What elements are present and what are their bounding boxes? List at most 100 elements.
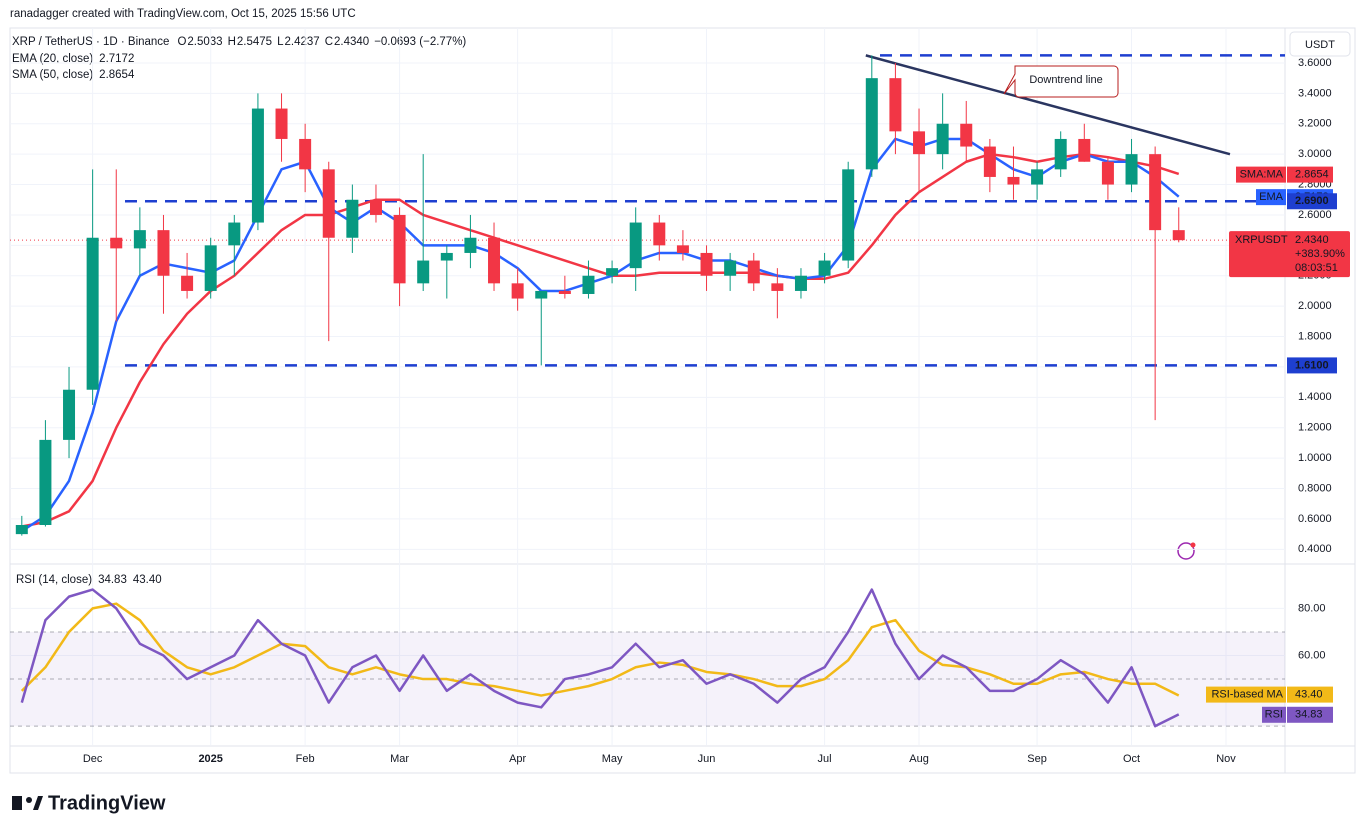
frame bbox=[9, 27, 1356, 774]
axis-tag bbox=[1287, 166, 1333, 183]
indicator-value: 2.7172 bbox=[99, 53, 134, 65]
candle-body bbox=[322, 169, 335, 238]
y-tick-label: 1.2000 bbox=[1298, 422, 1332, 434]
candle-body bbox=[558, 290, 571, 294]
axis-tag-name-box bbox=[1206, 686, 1286, 703]
candle-body bbox=[464, 237, 477, 253]
ohlc-key: O bbox=[177, 36, 186, 48]
candle-body bbox=[629, 222, 642, 269]
x-tick-label: May bbox=[602, 753, 623, 765]
y-tick-label: 60.00 bbox=[1298, 649, 1326, 661]
countdown: 08:03:51 bbox=[1295, 262, 1338, 274]
candle-body bbox=[110, 237, 123, 249]
y-tick-label: 0.6000 bbox=[1298, 513, 1332, 525]
candle-body bbox=[1101, 161, 1114, 185]
axis-tag-name-box bbox=[1262, 706, 1286, 723]
candle-body bbox=[299, 138, 312, 170]
level-tag bbox=[1287, 357, 1337, 374]
x-tick-label: Jul bbox=[818, 753, 832, 765]
currency-button[interactable] bbox=[1289, 31, 1351, 57]
callout-text: Downtrend line bbox=[1029, 74, 1102, 86]
ohlc-value: 2.4340 bbox=[334, 36, 369, 48]
candle-body bbox=[818, 260, 831, 276]
y-tick-label: 2.6000 bbox=[1298, 209, 1332, 221]
candle-body bbox=[228, 222, 241, 246]
y-tick-label: 3.4000 bbox=[1298, 87, 1332, 99]
y-tick-label: 1.8000 bbox=[1298, 330, 1332, 342]
brand: TradingView bbox=[48, 792, 166, 814]
x-tick-label: Sep bbox=[1027, 753, 1047, 765]
indicator-line bbox=[20, 602, 1180, 697]
y-tick-label: 2.0000 bbox=[1298, 300, 1332, 312]
candle-body bbox=[983, 146, 996, 177]
axis-tag-name: SMA:MA bbox=[1240, 169, 1284, 181]
flash-icon[interactable] bbox=[1177, 542, 1196, 560]
axis-tag-name: RSI-based MA bbox=[1211, 689, 1283, 701]
candle-body bbox=[39, 439, 52, 526]
candle-body bbox=[346, 199, 359, 238]
candle-body bbox=[1172, 230, 1185, 241]
candle-body bbox=[251, 108, 264, 223]
candle-body bbox=[842, 169, 855, 261]
candle-body bbox=[794, 275, 807, 291]
y-tick-label: 1.0000 bbox=[1298, 452, 1332, 464]
logo bbox=[12, 796, 43, 810]
candle-body bbox=[63, 389, 76, 440]
candle-body bbox=[676, 245, 689, 253]
x-tick-label: Nov bbox=[1216, 753, 1236, 765]
level-tag-text: 2.6900 bbox=[1295, 195, 1329, 207]
last-price-change: +383.90% bbox=[1295, 248, 1345, 260]
currency[interactable]: USDT bbox=[1305, 39, 1335, 51]
candle-body bbox=[1054, 138, 1067, 170]
candle-body bbox=[511, 283, 524, 299]
candle-body bbox=[1031, 169, 1044, 185]
change: −0.0693 (−2.77%) bbox=[374, 36, 466, 48]
axis-tag bbox=[1287, 686, 1333, 703]
indicator-name: SMA (50, close) bbox=[12, 69, 93, 81]
candle-body bbox=[653, 222, 666, 246]
axis-tag-name: RSI bbox=[1265, 709, 1283, 721]
attribution: ranadagger created with TradingView.com,… bbox=[10, 8, 356, 20]
rsi-legend-value: 34.83 bbox=[98, 574, 127, 586]
candle-body bbox=[181, 275, 194, 291]
candle-body bbox=[535, 290, 548, 299]
last-price-name: XRPUSDT bbox=[1235, 234, 1288, 246]
ohlc-key: H bbox=[228, 36, 236, 48]
callout bbox=[1003, 65, 1119, 98]
ohlc-key: C bbox=[325, 36, 333, 48]
candle-body bbox=[1078, 138, 1091, 162]
ohlc-key: L bbox=[277, 36, 284, 48]
candle-body bbox=[133, 230, 146, 249]
candle-body bbox=[204, 245, 217, 291]
trendline bbox=[865, 54, 1231, 156]
candle-body bbox=[1125, 154, 1138, 185]
axis-tag-name-box bbox=[1256, 189, 1286, 206]
axis-tag-value: 2.8654 bbox=[1295, 169, 1329, 181]
y-tick-label: 3.2000 bbox=[1298, 118, 1332, 130]
candle-body bbox=[700, 252, 713, 276]
y-tick-label: 1.4000 bbox=[1298, 391, 1332, 403]
indicator-line bbox=[20, 588, 1180, 728]
x-tick-label: 2025 bbox=[198, 753, 222, 765]
x-tick-label: Apr bbox=[509, 753, 526, 765]
axis-tag-name: EMA bbox=[1259, 191, 1284, 203]
axis-tag-name-box bbox=[1236, 166, 1286, 183]
x-tick-label: Feb bbox=[296, 753, 315, 765]
axis-tag-value: 34.83 bbox=[1295, 709, 1323, 721]
candle-body bbox=[15, 525, 28, 535]
candle-body bbox=[724, 260, 737, 276]
candle-body bbox=[913, 131, 926, 155]
candle-body bbox=[393, 214, 406, 284]
axis-tag bbox=[1287, 706, 1333, 723]
last-price-value: 2.4340 bbox=[1295, 234, 1329, 246]
y-tick-label: 80.00 bbox=[1298, 602, 1326, 614]
x-tick-label: Aug bbox=[909, 753, 929, 765]
candle-body bbox=[417, 260, 430, 284]
x-tick-label: Dec bbox=[83, 753, 103, 765]
candle-body bbox=[889, 78, 902, 132]
x-tick-label: Oct bbox=[1123, 753, 1140, 765]
ohlc-value: 2.4237 bbox=[285, 36, 320, 48]
candle-body bbox=[440, 252, 453, 261]
ohlc-value: 2.5475 bbox=[237, 36, 272, 48]
